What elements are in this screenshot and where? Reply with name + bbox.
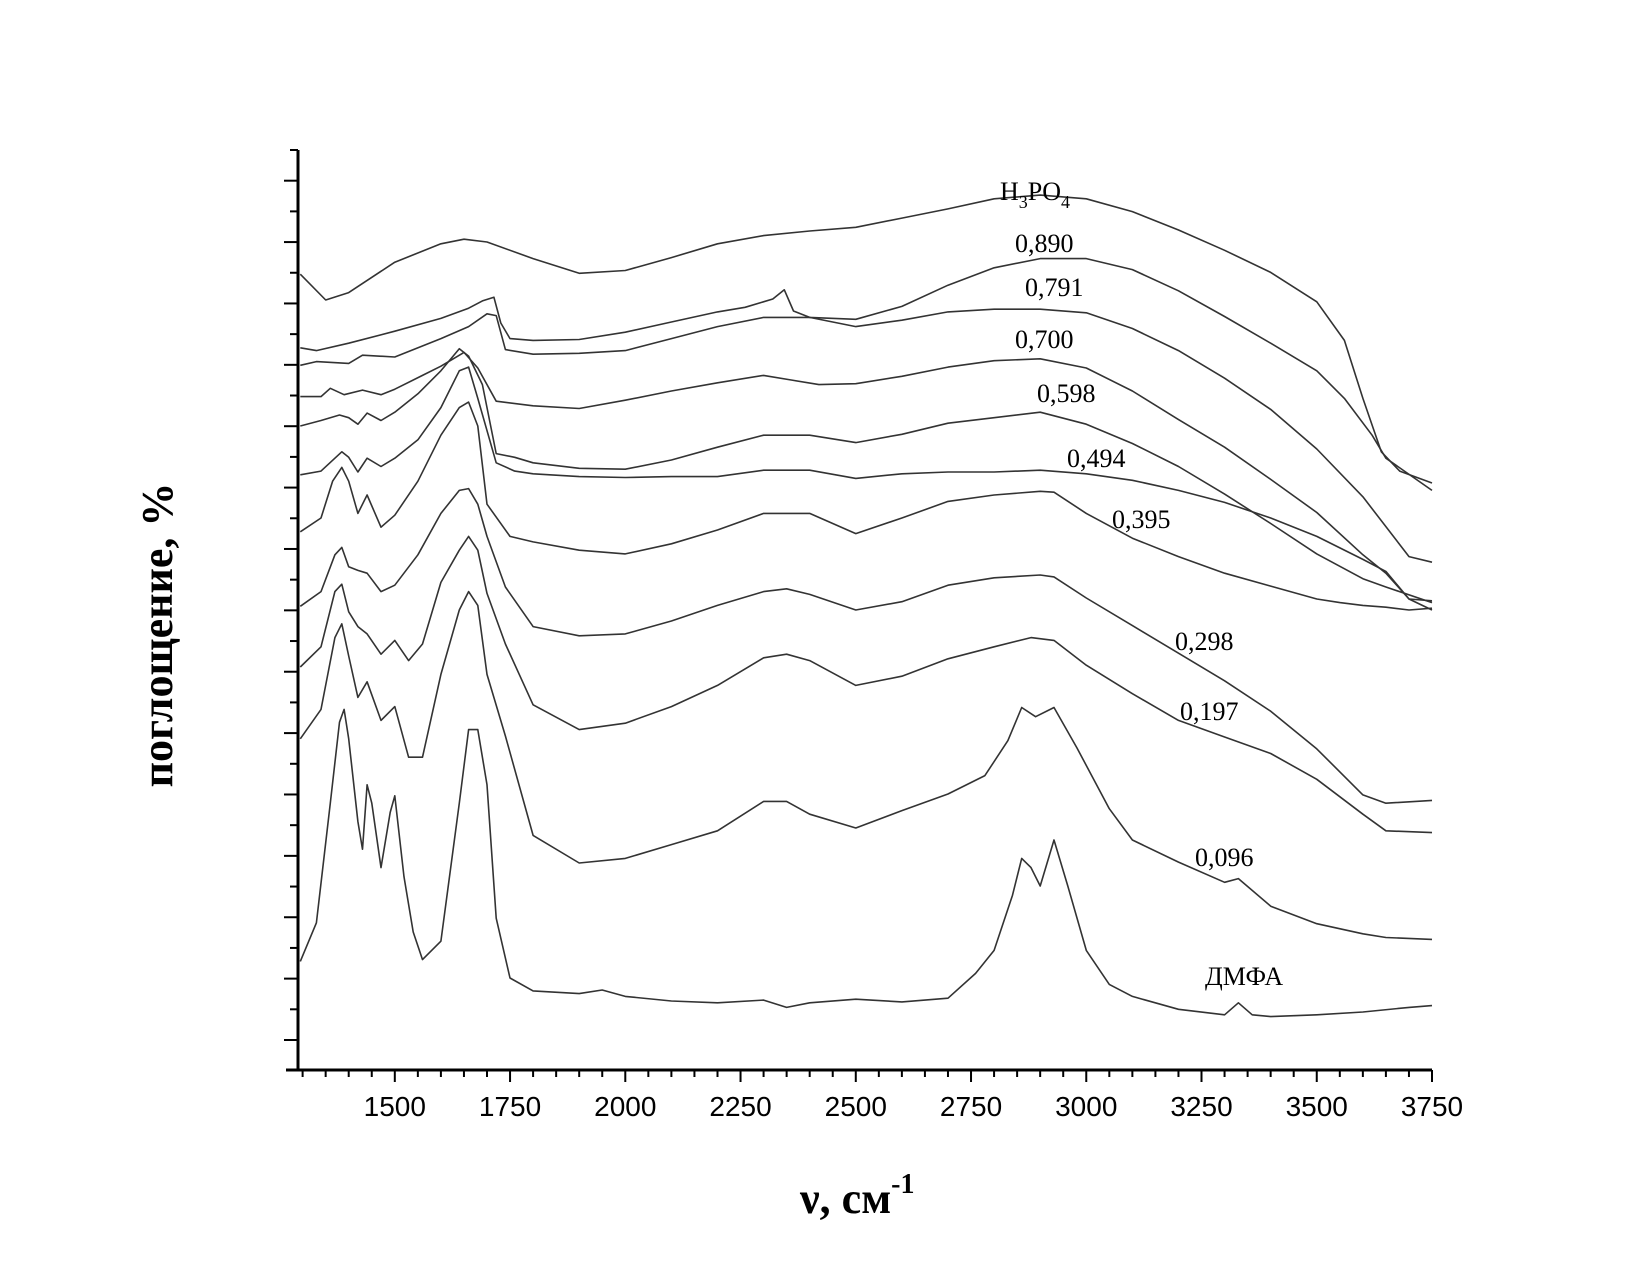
x-axis-title: ν, см-1 <box>799 1169 915 1223</box>
x-tick-label: 2500 <box>825 1091 887 1122</box>
series-labels: H3PO4 0,890 0,791 0,700 0,598 0,494 0,395 0,298… <box>1000 177 1283 991</box>
series-line-8 <box>299 535 1433 834</box>
series-label-2: 0,791 <box>1025 273 1084 302</box>
series-label-3: 0,700 <box>1015 325 1074 354</box>
x-tick-label: 3500 <box>1286 1091 1348 1122</box>
series-line-7 <box>299 487 1433 804</box>
series-line-3 <box>300 351 1433 602</box>
x-tick-label: 3250 <box>1170 1091 1232 1122</box>
series-label-10: ДМФА <box>1205 962 1283 991</box>
series-line-1 <box>300 257 1433 492</box>
x-tick-label: 1750 <box>479 1091 541 1122</box>
series-label-9: 0,096 <box>1195 843 1254 872</box>
x-tick-label: 2750 <box>940 1091 1002 1122</box>
axes: 1500 1750 2000 2250 2500 2750 3000 3250 3500 3750 <box>284 149 1463 1122</box>
series-line-0 <box>299 194 1433 484</box>
series-label-1: 0,890 <box>1015 229 1074 258</box>
series-label-6: 0,395 <box>1112 505 1171 534</box>
series-label-5: 0,494 <box>1067 444 1126 473</box>
series-group <box>299 194 1433 1018</box>
series-label-h3po4: H3PO4 <box>1000 177 1070 212</box>
x-tick-label: 2250 <box>709 1091 771 1122</box>
series-line-9 <box>299 590 1433 941</box>
series-label-4: 0,598 <box>1037 379 1096 408</box>
series-line-4 <box>300 347 1433 604</box>
series-label-8: 0,197 <box>1180 697 1239 726</box>
series-line-2 <box>300 308 1433 563</box>
y-axis-title: поглощение, % <box>133 483 182 788</box>
series-line-10 <box>299 708 1433 1018</box>
x-tick-label: 1500 <box>364 1091 426 1122</box>
x-tick-label: 3750 <box>1401 1091 1463 1122</box>
series-label-7: 0,298 <box>1175 627 1234 656</box>
series-line-5 <box>300 366 1433 611</box>
series-line-6 <box>299 401 1433 611</box>
x-tick-label: 3000 <box>1055 1091 1117 1122</box>
x-tick-label: 2000 <box>594 1091 656 1122</box>
